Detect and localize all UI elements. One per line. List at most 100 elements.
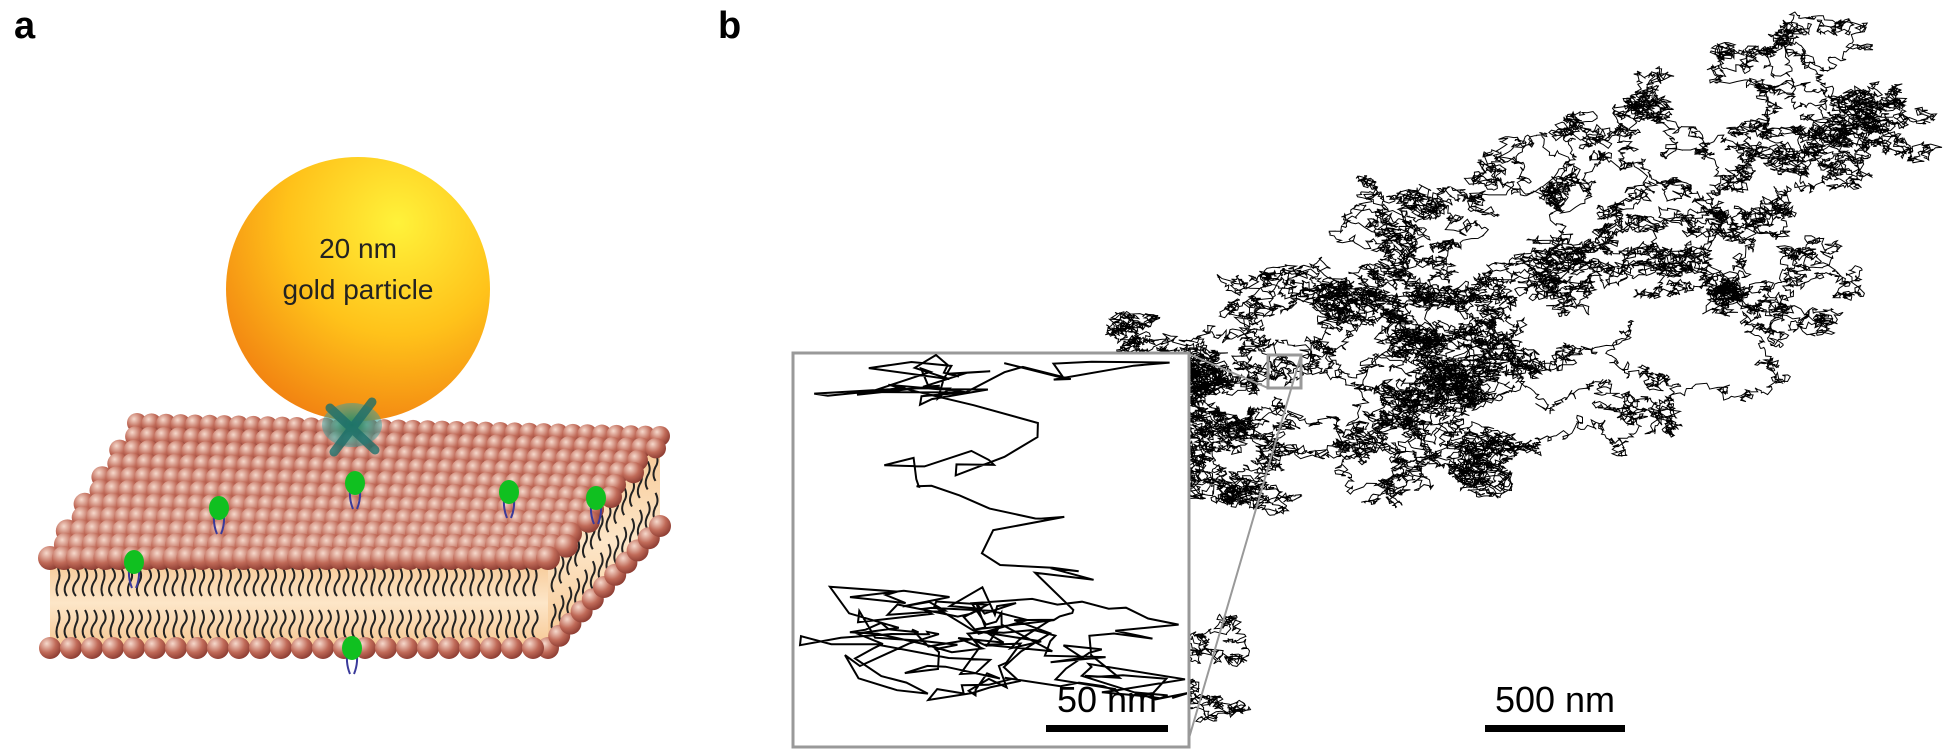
lipid-head [375,637,397,659]
lipid-tail [226,609,232,639]
lipid-tail [414,567,422,597]
lipid-tail [360,567,368,597]
lipid-tail [315,609,323,639]
lipid-tail [378,567,386,597]
zoom-line [1186,353,1302,746]
lipid-tail [621,486,628,556]
lipid-tail [261,609,269,639]
lipid-tail [469,567,475,597]
scale-bar-label: 500 nm [1495,679,1615,720]
lipid-tail [441,567,449,597]
lipid-head [228,637,250,659]
lipid-tail [334,609,340,639]
green-label [124,550,144,574]
panel-label: b [718,5,741,47]
lipid-tail [226,567,232,597]
lipid-tail [396,609,404,639]
lipid-tail [81,567,89,597]
lipid-head [649,515,671,537]
lipid-head [123,637,145,659]
lipid-tail [370,567,376,597]
lipid-tail [63,609,71,639]
lipid-tail [387,567,395,597]
scale-bar-label: 50 nm [1057,679,1157,720]
lipid-tail [396,567,404,597]
lipid-tail [298,609,304,639]
lipid-tail [459,567,467,597]
lipid-tail [135,567,143,597]
green-label [209,496,229,520]
lipid-tail [270,567,278,597]
lipid-tail [306,567,314,597]
lipid-tail [532,567,538,597]
scale-bar [1046,725,1168,732]
lipid-tail [99,609,107,639]
lipid-tail [172,609,178,639]
lipid-tail [72,567,80,597]
lipid-tail [73,609,79,639]
lipid-head [536,546,560,570]
lipid-tail [505,609,511,639]
lipid-tail [217,567,223,597]
lipid-tail [405,567,413,597]
lipid-tail [261,567,269,597]
lipid-tail [405,609,413,639]
lipid-tail [315,567,323,597]
lipid-head [417,637,439,659]
lipid-tail [423,609,431,639]
particle-label: 20 nm [319,233,397,264]
lipid-tail [153,609,161,639]
lipid-head [249,637,271,659]
lipid-head [554,534,578,558]
lipid-head [102,637,124,659]
lipid-tail [216,609,224,639]
lipid-tail [270,609,278,639]
panel-label: a [14,5,36,47]
lipid-tail [144,609,152,639]
membrane [38,413,671,675]
lipid-tail [505,567,511,597]
lipid-tail [198,567,206,597]
lipid-head [165,637,187,659]
lipid-tail [253,609,259,639]
lipid-tail [531,609,539,639]
lipid-tail [181,567,187,597]
lipid-tail [522,567,530,597]
lipid-tail [63,567,71,597]
lipid-tail [522,609,530,639]
lipid-tail [207,609,215,639]
lipid-head [270,637,292,659]
lipid-tail [243,609,251,639]
lipid-tail [459,609,467,639]
green-label [586,486,606,510]
lipid-tail [495,609,503,639]
lipid-tail [644,460,651,530]
lipid-tail [109,609,115,639]
lipid-tail [288,567,296,597]
lipid-head [207,637,229,659]
lipid-tail [306,609,314,639]
lipid-tail [441,609,449,639]
lipid-tail [81,609,89,639]
lipid-head [522,637,544,659]
lipid-tail [55,609,61,639]
lipid-tail [234,609,242,639]
lipid-tail [477,567,485,597]
lipid-tail [486,609,494,639]
inset-trajectory [798,354,1187,702]
lipid-tail [279,609,287,639]
lipid-tail [55,567,61,597]
lipid-tail [100,567,106,597]
lipid-tail [243,567,251,597]
lipid-tail [513,567,521,597]
lipid-tail [126,609,134,639]
lipid-tail [450,567,458,597]
zoom-box [1266,353,1303,390]
lipid-tail [432,609,440,639]
lipid-tail [288,609,296,639]
lipid-tail [378,609,386,639]
lipid-tail [90,567,98,597]
lipid-tail [432,567,440,597]
lipid-head [60,637,82,659]
